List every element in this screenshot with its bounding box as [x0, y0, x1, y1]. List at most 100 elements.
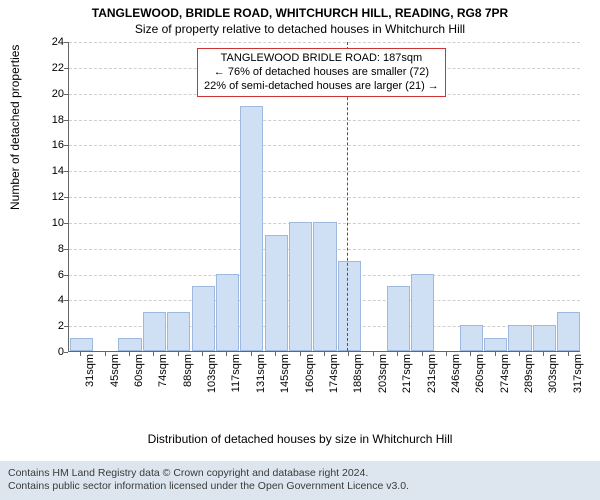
y-tick-mark [64, 249, 68, 250]
y-tick-label: 8 [38, 243, 64, 255]
footer-line-2: Contains public sector information licen… [8, 480, 592, 494]
histogram-bar [216, 274, 239, 352]
y-tick-mark [64, 171, 68, 172]
x-tick-label: 45sqm [109, 354, 121, 387]
x-tick-label: 231sqm [426, 354, 438, 393]
x-tick-label: 103sqm [206, 354, 218, 393]
x-tick-mark [446, 352, 447, 356]
x-tick-mark [495, 352, 496, 356]
y-tick-mark [64, 94, 68, 95]
x-tick-label: 160sqm [304, 354, 316, 393]
y-axis-label: Number of detached properties [8, 45, 22, 210]
histogram-bar [338, 261, 361, 351]
x-tick-label: 188sqm [352, 354, 364, 393]
x-tick-mark [275, 352, 276, 356]
y-tick-mark [64, 352, 68, 353]
histogram-bar [192, 286, 215, 351]
y-tick-label: 2 [38, 320, 64, 332]
x-tick-mark [373, 352, 374, 356]
y-tick-label: 10 [38, 217, 64, 229]
x-tick-label: 74sqm [157, 354, 169, 387]
histogram-bar [240, 106, 263, 351]
y-tick-mark [64, 300, 68, 301]
x-tick-mark [470, 352, 471, 356]
x-tick-label: 289sqm [523, 354, 535, 393]
histogram-bar [265, 235, 288, 351]
gridline [69, 42, 580, 43]
x-tick-mark [519, 352, 520, 356]
x-tick-label: 317sqm [572, 354, 584, 393]
x-tick-label: 303sqm [547, 354, 559, 393]
x-tick-label: 60sqm [133, 354, 145, 387]
callout-line: 22% of semi-detached houses are larger (… [204, 80, 439, 94]
gridline [69, 120, 580, 121]
y-tick-mark [64, 68, 68, 69]
plot-area: TANGLEWOOD BRIDLE ROAD: 187sqm← 76% of d… [68, 42, 580, 352]
histogram-bar [289, 222, 312, 351]
y-tick-label: 6 [38, 269, 64, 281]
x-tick-label: 274sqm [499, 354, 511, 393]
x-tick-mark [324, 352, 325, 356]
y-tick-label: 4 [38, 294, 64, 306]
y-tick-mark [64, 326, 68, 327]
x-tick-label: 131sqm [255, 354, 267, 393]
x-axis-label: Distribution of detached houses by size … [0, 432, 600, 446]
y-tick-label: 22 [38, 62, 64, 74]
x-tick-mark [348, 352, 349, 356]
histogram-bar [70, 338, 93, 351]
x-tick-mark [178, 352, 179, 356]
x-tick-label: 260sqm [474, 354, 486, 393]
x-tick-mark [568, 352, 569, 356]
histogram-bar [387, 286, 410, 351]
x-tick-label: 117sqm [230, 354, 242, 392]
callout-line: ← 76% of detached houses are smaller (72… [204, 66, 439, 80]
callout-line: TANGLEWOOD BRIDLE ROAD: 187sqm [204, 52, 439, 66]
histogram-bar [508, 325, 531, 351]
y-tick-label: 16 [38, 139, 64, 151]
x-tick-mark [422, 352, 423, 356]
histogram-bar [533, 325, 556, 351]
chart-title: TANGLEWOOD, BRIDLE ROAD, WHITCHURCH HILL… [0, 0, 600, 20]
histogram-bar [313, 222, 336, 351]
x-tick-mark [251, 352, 252, 356]
x-tick-mark [105, 352, 106, 356]
x-tick-mark [300, 352, 301, 356]
x-tick-mark [202, 352, 203, 356]
histogram-bar [460, 325, 483, 351]
histogram-bar [143, 312, 166, 351]
gridline [69, 145, 580, 146]
histogram-bar [411, 274, 434, 352]
x-tick-label: 217sqm [401, 354, 413, 393]
x-tick-mark [543, 352, 544, 356]
x-tick-mark [226, 352, 227, 356]
x-tick-label: 145sqm [279, 354, 291, 393]
chart-subtitle: Size of property relative to detached ho… [0, 22, 600, 36]
x-tick-label: 246sqm [450, 354, 462, 393]
histogram-bar [167, 312, 190, 351]
y-tick-label: 18 [38, 114, 64, 126]
x-tick-label: 203sqm [377, 354, 389, 393]
y-tick-mark [64, 145, 68, 146]
y-tick-mark [64, 275, 68, 276]
x-tick-mark [397, 352, 398, 356]
histogram-bar [484, 338, 507, 351]
x-tick-mark [153, 352, 154, 356]
footer: Contains HM Land Registry data © Crown c… [0, 461, 600, 500]
gridline [69, 171, 580, 172]
y-tick-mark [64, 197, 68, 198]
y-tick-label: 0 [38, 346, 64, 358]
y-tick-mark [64, 223, 68, 224]
histogram-bar [118, 338, 141, 351]
y-tick-label: 20 [38, 88, 64, 100]
x-tick-mark [80, 352, 81, 356]
y-tick-label: 12 [38, 191, 64, 203]
footer-line-1: Contains HM Land Registry data © Crown c… [8, 467, 592, 481]
y-tick-label: 14 [38, 165, 64, 177]
x-tick-label: 31sqm [84, 354, 96, 387]
callout-box: TANGLEWOOD BRIDLE ROAD: 187sqm← 76% of d… [197, 48, 446, 97]
x-tick-mark [129, 352, 130, 356]
x-tick-label: 88sqm [182, 354, 194, 387]
x-tick-label: 174sqm [328, 354, 340, 393]
y-tick-mark [64, 120, 68, 121]
y-tick-mark [64, 42, 68, 43]
